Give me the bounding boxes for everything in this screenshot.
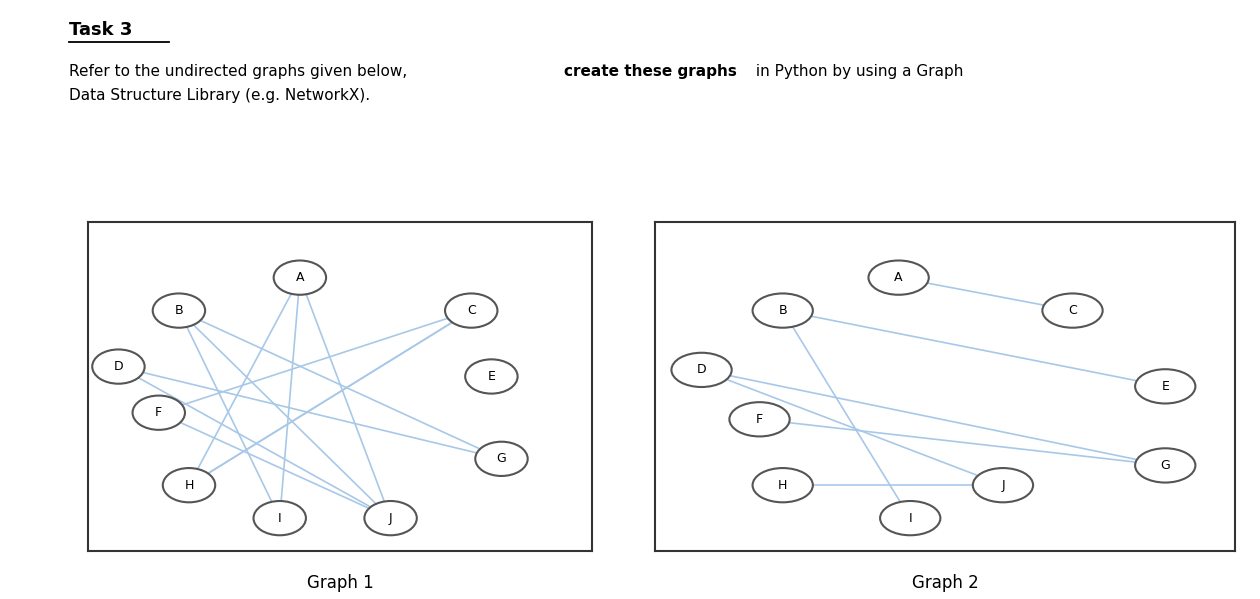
Text: G: G <box>496 452 507 465</box>
Text: in Python by using a Graph: in Python by using a Graph <box>751 64 964 79</box>
Circle shape <box>253 501 306 536</box>
Text: F: F <box>155 406 163 419</box>
Text: C: C <box>467 304 475 317</box>
Circle shape <box>1042 294 1102 328</box>
Circle shape <box>868 261 929 295</box>
Text: H: H <box>184 479 194 492</box>
Text: D: D <box>113 360 123 373</box>
Circle shape <box>465 359 518 394</box>
Text: H: H <box>777 479 788 492</box>
Circle shape <box>132 395 185 430</box>
Circle shape <box>364 501 417 536</box>
Text: G: G <box>1160 459 1171 472</box>
Circle shape <box>973 468 1033 503</box>
Text: E: E <box>1162 380 1169 393</box>
Text: J: J <box>1002 479 1004 492</box>
Circle shape <box>672 353 732 387</box>
Text: Graph 1: Graph 1 <box>307 574 373 592</box>
Circle shape <box>445 294 498 328</box>
Text: Refer to the undirected graphs given below,: Refer to the undirected graphs given bel… <box>69 64 412 79</box>
Text: Data Structure Library (e.g. NetworkX).: Data Structure Library (e.g. NetworkX). <box>69 88 370 103</box>
Text: J: J <box>389 512 392 525</box>
Circle shape <box>163 468 215 503</box>
Text: B: B <box>175 304 183 317</box>
Circle shape <box>152 294 205 328</box>
Text: D: D <box>697 364 707 376</box>
Circle shape <box>752 468 813 503</box>
Circle shape <box>1135 369 1196 404</box>
Text: I: I <box>278 512 281 525</box>
Text: Graph 2: Graph 2 <box>912 574 978 592</box>
Text: C: C <box>1068 304 1077 317</box>
Text: F: F <box>756 413 764 426</box>
Text: B: B <box>779 304 788 317</box>
Circle shape <box>273 261 326 295</box>
Text: A: A <box>895 271 903 284</box>
Circle shape <box>92 349 145 384</box>
Circle shape <box>730 402 790 437</box>
Text: I: I <box>908 512 912 525</box>
Text: Task 3: Task 3 <box>69 21 132 39</box>
Text: A: A <box>296 271 304 284</box>
Circle shape <box>879 501 940 536</box>
Text: E: E <box>488 370 495 383</box>
Circle shape <box>1135 448 1196 483</box>
Circle shape <box>475 441 528 476</box>
Text: create these graphs: create these graphs <box>564 64 737 79</box>
Circle shape <box>752 294 813 328</box>
